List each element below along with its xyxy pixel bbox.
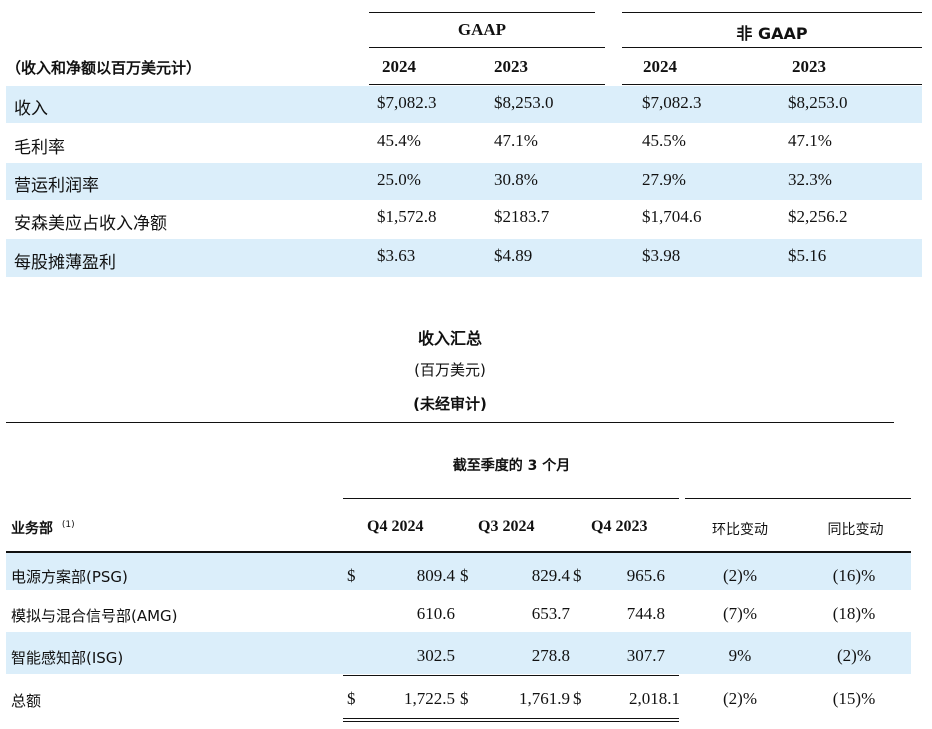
summary-divider <box>6 422 894 423</box>
table-cell: (18)% <box>832 604 876 623</box>
table-cell: (7)% <box>723 604 757 623</box>
currency-symbol: $ <box>573 689 582 708</box>
row-label-net-income: 安森美应占收入净额 <box>14 214 167 234</box>
table-cell: 2,018.1 <box>629 689 680 708</box>
table-cell: 9% <box>728 646 752 665</box>
gaap-header: GAAP <box>457 20 507 39</box>
quarter-group-rule <box>343 498 679 499</box>
table-cell: 278.8 <box>531 646 570 665</box>
table-cell: $8,253.0 <box>494 93 554 112</box>
table-cell: $7,082.3 <box>377 93 437 112</box>
table-cell: 1,722.5 <box>404 689 455 708</box>
currency-symbol: $ <box>460 566 469 585</box>
row-band <box>6 239 922 277</box>
year-header-nongaap-2023: 2023 <box>792 57 826 76</box>
summary-title: 收入汇总 <box>417 329 482 348</box>
segment-footnote: (1) <box>61 520 75 531</box>
row-label-revenue: 收入 <box>14 99 48 119</box>
segment-label-isg: 智能感知部(ISG) <box>11 649 124 667</box>
table-cell: (2)% <box>723 689 757 708</box>
total-bottom-rule <box>343 718 679 719</box>
table-cell: 610.6 <box>416 604 455 623</box>
non-gaap-header: 非 GAAP <box>736 24 808 43</box>
table-cell: $3.63 <box>377 246 416 265</box>
row-band <box>6 86 922 123</box>
table-cell: $1,704.6 <box>642 207 702 226</box>
change-group-rule <box>685 498 911 499</box>
row-label-diluted-eps: 每股摊薄盈利 <box>14 253 116 273</box>
currency-symbol: $ <box>347 566 356 585</box>
non-gaap-header-bottom-rule <box>622 84 922 85</box>
year-header-gaap-2024: 2024 <box>382 57 416 76</box>
table-cell: 30.8% <box>494 170 538 189</box>
year-header-nongaap-2024: 2024 <box>643 57 677 76</box>
unit-label: （收入和净额以百万美元计） <box>6 59 202 77</box>
table-cell: 653.7 <box>531 604 570 623</box>
quarter-header-q4-2023: Q4 2023 <box>591 518 648 535</box>
quarter-header-q3-2024: Q3 2024 <box>478 518 535 535</box>
table-cell: $2,256.2 <box>788 207 848 226</box>
quarter-header-q4-2024: Q4 2024 <box>367 518 424 535</box>
row-band <box>6 553 911 590</box>
table-cell: 965.6 <box>626 566 665 585</box>
table-cell: (16)% <box>832 566 876 585</box>
table-cell: (15)% <box>832 689 876 708</box>
currency-symbol: $ <box>460 689 469 708</box>
gaap-mid-rule <box>369 47 605 48</box>
table-cell: 302.5 <box>416 646 455 665</box>
table-cell: $7,082.3 <box>642 93 702 112</box>
table-cell: 1,761.9 <box>519 689 570 708</box>
table-cell: 47.1% <box>494 131 538 150</box>
non-gaap-mid-rule <box>622 47 922 48</box>
table-cell: 45.4% <box>377 131 421 150</box>
table-cell: 307.7 <box>626 646 665 665</box>
total-top-rule <box>343 675 679 676</box>
table-cell: $5.16 <box>788 246 827 265</box>
period-header: 截至季度的 3 个月 <box>452 458 571 474</box>
gaap-header-bottom-rule <box>369 84 605 85</box>
qoq-header: 环比变动 <box>712 522 768 538</box>
non-gaap-top-rule <box>622 12 922 13</box>
year-header-gaap-2023: 2023 <box>494 57 528 76</box>
segment-label-total: 总额 <box>11 692 42 710</box>
header-bottom-rule <box>6 551 911 553</box>
table-cell: 25.0% <box>377 170 421 189</box>
row-label-operating-margin: 营运利润率 <box>14 176 99 196</box>
currency-symbol: $ <box>347 689 356 708</box>
table-cell: $4.89 <box>494 246 533 265</box>
row-label-gross-margin: 毛利率 <box>14 138 65 158</box>
table-cell: 32.3% <box>788 170 832 189</box>
table-cell: 47.1% <box>788 131 832 150</box>
table-cell: (2)% <box>837 646 871 665</box>
table-cell: (2)% <box>723 566 757 585</box>
table-cell: $1,572.8 <box>377 207 437 226</box>
gaap-top-rule <box>369 12 595 13</box>
table-cell: 744.8 <box>626 604 665 623</box>
table-cell: $8,253.0 <box>788 93 848 112</box>
segment-label-amg: 模拟与混合信号部(AMG) <box>11 607 178 625</box>
currency-symbol: $ <box>573 566 582 585</box>
row-band <box>6 163 922 200</box>
segment-header: 业务部 (1) <box>11 518 75 538</box>
row-band <box>6 632 911 674</box>
segment-label-psg: 电源方案部(PSG) <box>11 568 128 586</box>
table-cell: 45.5% <box>642 131 686 150</box>
table-cell: $2183.7 <box>494 207 550 226</box>
total-bottom-rule-2 <box>343 721 679 722</box>
summary-note: (未经审计) <box>413 395 487 413</box>
yoy-header: 同比变动 <box>827 522 884 538</box>
table-cell: 809.4 <box>416 566 455 585</box>
table-cell: 27.9% <box>642 170 686 189</box>
table-cell: $3.98 <box>642 246 681 265</box>
summary-subtitle: (百万美元) <box>414 361 486 379</box>
table-cell: 829.4 <box>531 566 570 585</box>
segment-header-label: 业务部 <box>11 521 53 537</box>
